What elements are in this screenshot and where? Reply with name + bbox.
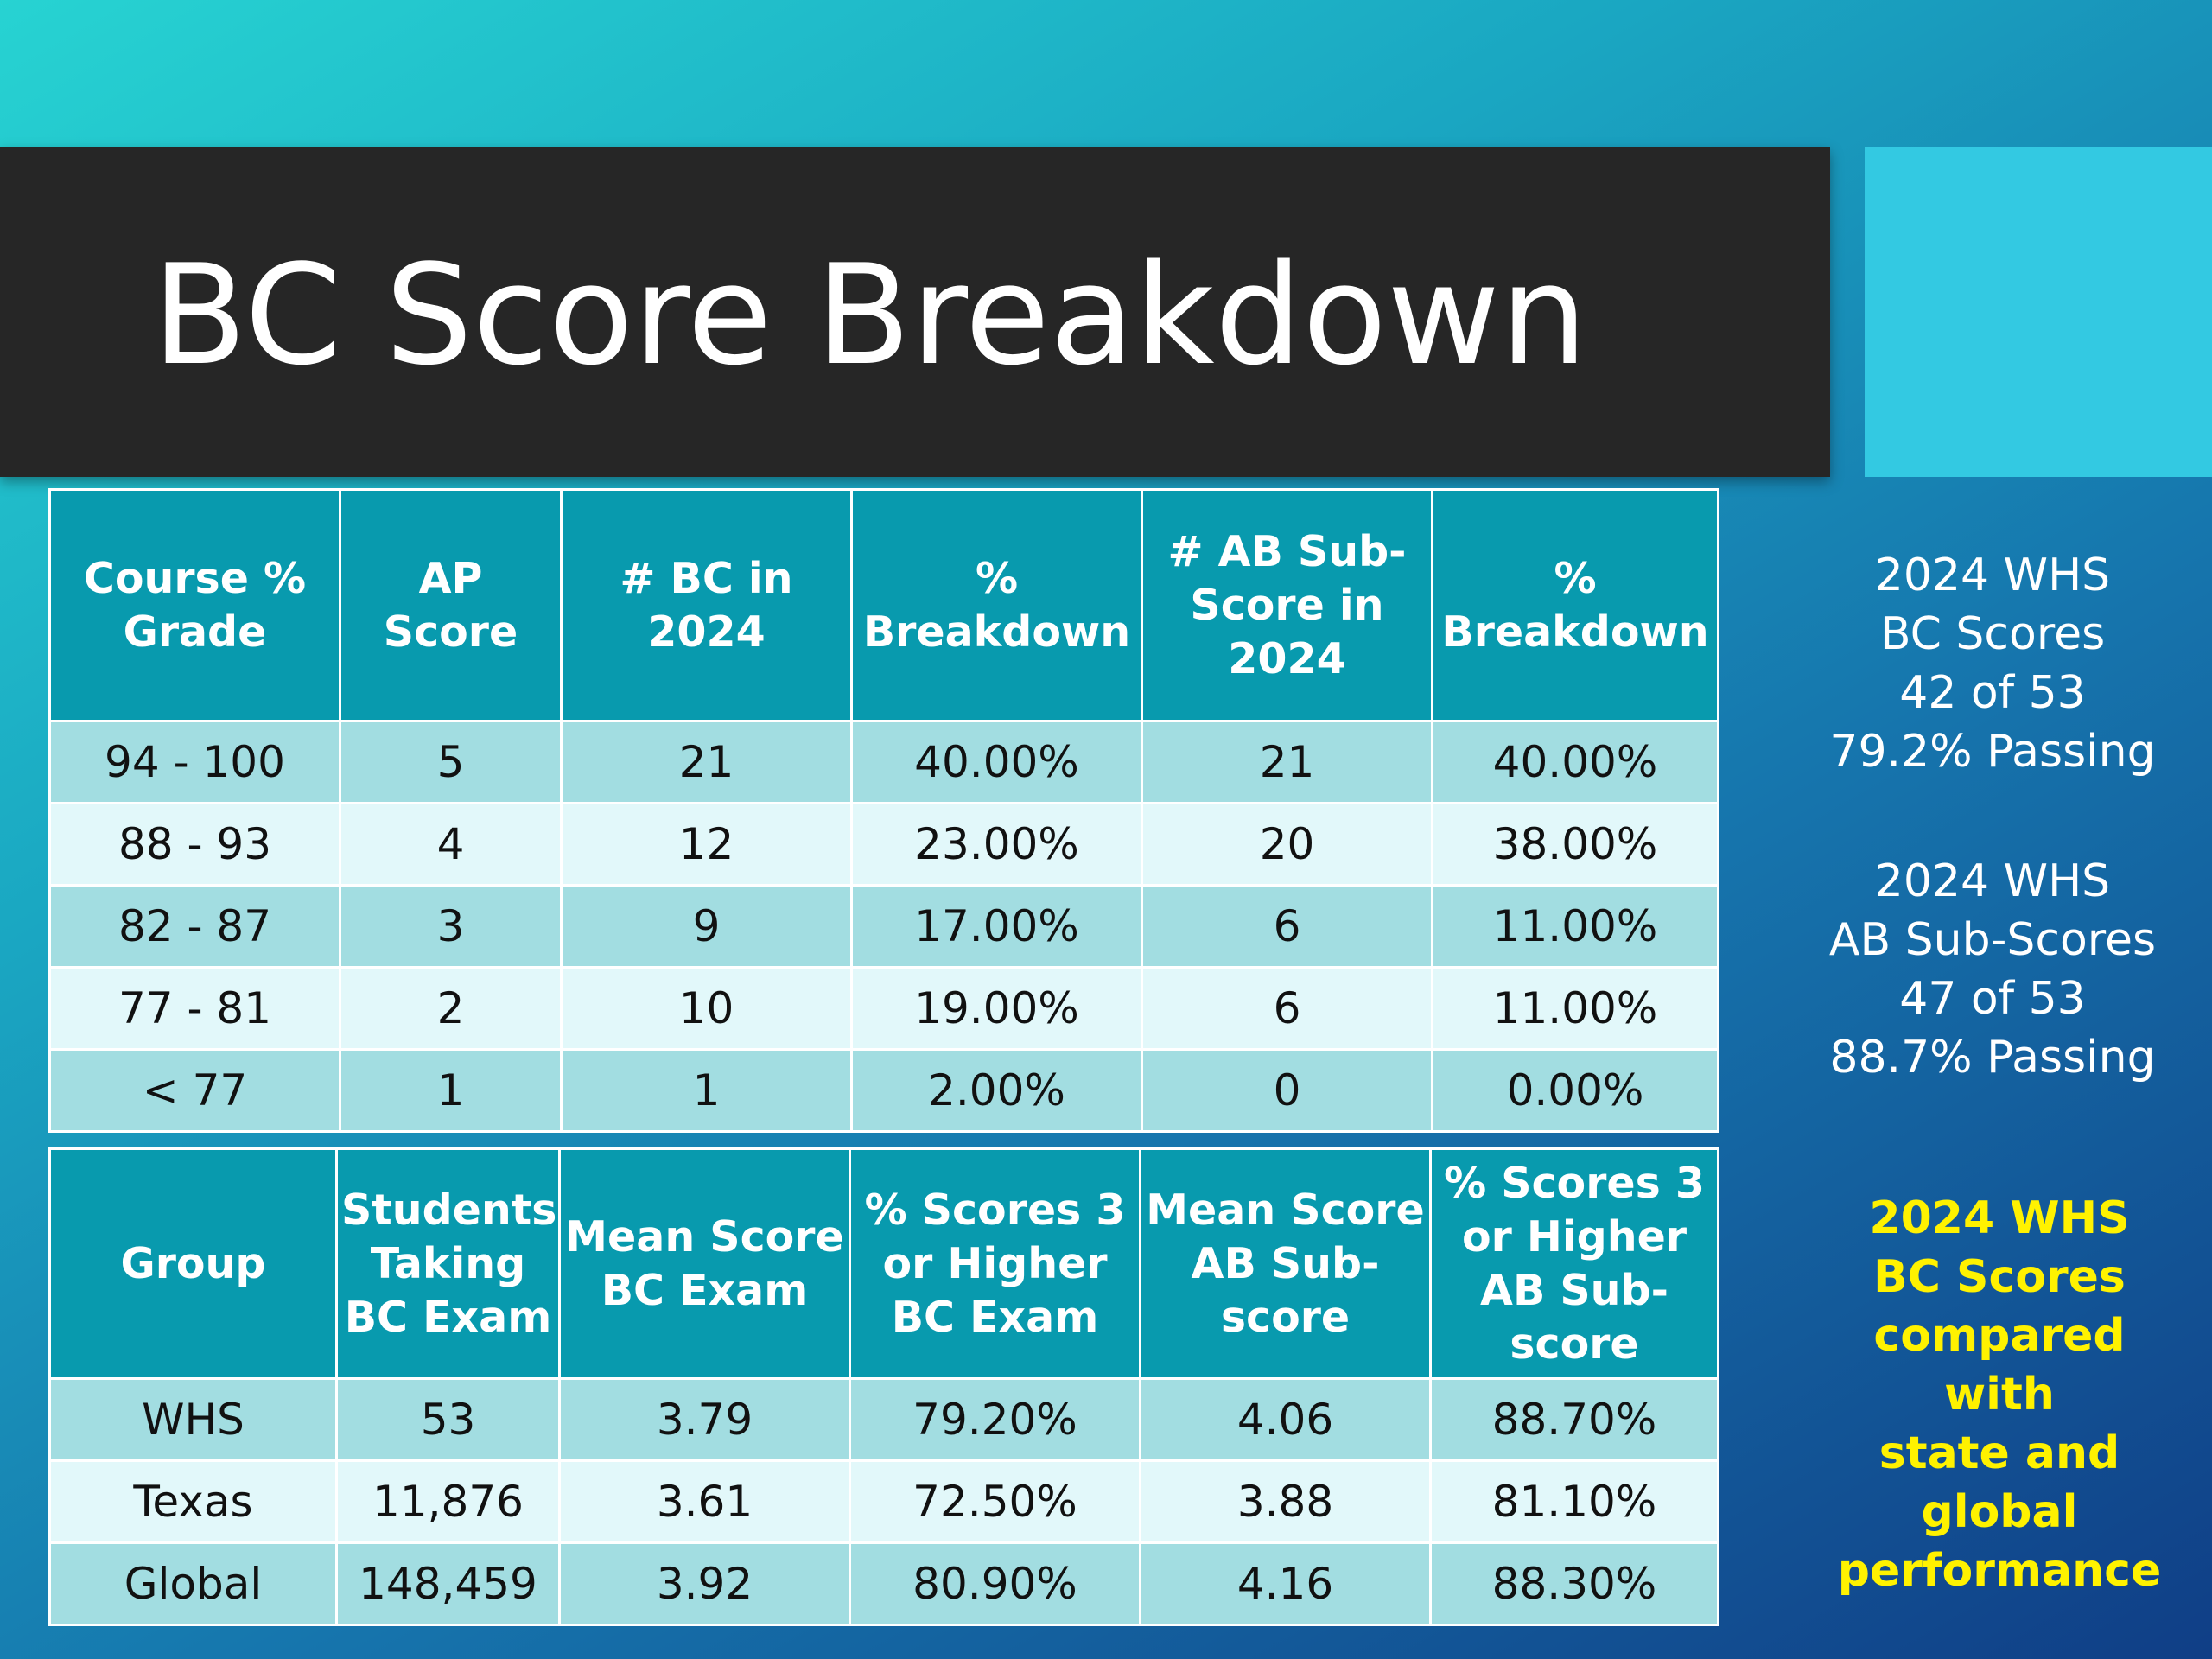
table-cell: 2 — [339, 966, 563, 1051]
summary-line: BC Scores — [1879, 608, 2106, 660]
summary-line: 2024 WHS — [1874, 550, 2111, 601]
table-row: 82 - 87 3 9 17.00% 6 11.00% — [48, 884, 1719, 969]
note-line: with — [1944, 1369, 2055, 1421]
header-mean-ab: Mean Score AB Sub-score — [1139, 1147, 1432, 1380]
ab-summary: 2024 WHS AB Sub-Scores 47 of 53 88.7% Pa… — [1811, 852, 2174, 1087]
table-cell: 3.79 — [558, 1377, 851, 1462]
table-cell: 6 — [1141, 966, 1433, 1051]
table-cell: 88 - 93 — [48, 802, 341, 887]
header-bc-breakdown: % Breakdown — [850, 488, 1143, 722]
table-cell: 80.90% — [849, 1541, 1141, 1626]
table-cell: 79.20% — [849, 1377, 1141, 1462]
header-course-grade: Course % Grade — [48, 488, 341, 722]
table-cell: 23.00% — [850, 802, 1143, 887]
table-row: Texas 11,876 3.61 72.50% 3.88 81.10% — [48, 1459, 1719, 1544]
table-cell: 4.06 — [1139, 1377, 1432, 1462]
table-cell: 19.00% — [850, 966, 1143, 1051]
table-row: 88 - 93 4 12 23.00% 20 38.00% — [48, 802, 1719, 887]
table-cell: 1 — [339, 1048, 563, 1133]
table-cell: 11.00% — [1431, 884, 1719, 969]
table-cell: 11.00% — [1431, 966, 1719, 1051]
table-cell: 3.88 — [1139, 1459, 1432, 1544]
summary-line: 42 of 53 — [1899, 667, 2086, 719]
page-title: BC Score Breakdown — [152, 234, 1588, 396]
note-line: 2024 WHS — [1869, 1192, 2130, 1244]
table-cell: 4.16 — [1139, 1541, 1432, 1626]
table-cell: 4 — [339, 802, 563, 887]
table-cell: 21 — [560, 720, 853, 804]
table-cell: 6 — [1141, 884, 1433, 969]
table-header-row: Course % Grade AP Score # BC in 2024 % B… — [48, 488, 1719, 722]
table-cell: 2.00% — [850, 1048, 1143, 1133]
table-cell: 21 — [1141, 720, 1433, 804]
header-pct-ab: % Scores 3 or Higher AB Sub-score — [1429, 1147, 1719, 1380]
header-group: Group — [48, 1147, 338, 1380]
table-cell: 11,876 — [335, 1459, 561, 1544]
table-header-row: Group Students Taking BC Exam Mean Score… — [48, 1147, 1719, 1380]
summary-line: 79.2% Passing — [1829, 726, 2156, 778]
table-cell: 82 - 87 — [48, 884, 341, 969]
table-cell: Global — [48, 1541, 338, 1626]
table-cell: Texas — [48, 1459, 338, 1544]
table-cell: 3 — [339, 884, 563, 969]
header-pct-bc: % Scores 3 or Higher BC Exam — [849, 1147, 1141, 1380]
table-cell: 94 - 100 — [48, 720, 341, 804]
comparison-note: 2024 WHS BC Scores compared with state a… — [1818, 1189, 2181, 1600]
summary-line: AB Sub-Scores — [1828, 914, 2157, 966]
table-cell: 12 — [560, 802, 853, 887]
header-ap-score: AP Score — [339, 488, 563, 722]
table-cell: 40.00% — [1431, 720, 1719, 804]
table-cell: 72.50% — [849, 1459, 1141, 1544]
header-ab-count: # AB Sub-Score in 2024 — [1141, 488, 1433, 722]
table-cell: 81.10% — [1429, 1459, 1719, 1544]
header-ab-breakdown: % Breakdown — [1431, 488, 1719, 722]
table-cell: < 77 — [48, 1048, 341, 1133]
summary-line: 88.7% Passing — [1829, 1032, 2156, 1084]
table-cell: 38.00% — [1431, 802, 1719, 887]
table-cell: 148,459 — [335, 1541, 561, 1626]
note-line: BC Scores — [1873, 1251, 2126, 1303]
table-row: < 77 1 1 2.00% 0 0.00% — [48, 1048, 1719, 1133]
header-students-taking: Students Taking BC Exam — [335, 1147, 561, 1380]
table-cell: 0 — [1141, 1048, 1433, 1133]
table-cell: 3.61 — [558, 1459, 851, 1544]
table-cell: WHS — [48, 1377, 338, 1462]
table-cell: 5 — [339, 720, 563, 804]
note-line: global — [1921, 1486, 2078, 1538]
table-cell: 77 - 81 — [48, 966, 341, 1051]
table-cell: 88.70% — [1429, 1377, 1719, 1462]
note-line: performance — [1837, 1545, 2162, 1597]
bc-summary: 2024 WHS BC Scores 42 of 53 79.2% Passin… — [1811, 546, 2174, 781]
title-bar: BC Score Breakdown — [0, 147, 1830, 477]
table-cell: 9 — [560, 884, 853, 969]
table-cell: 40.00% — [850, 720, 1143, 804]
header-bc-count: # BC in 2024 — [560, 488, 853, 722]
table-row: WHS 53 3.79 79.20% 4.06 88.70% — [48, 1377, 1719, 1462]
header-mean-bc: Mean Score BC Exam — [558, 1147, 851, 1380]
accent-box — [1865, 147, 2212, 477]
table-row: Global 148,459 3.92 80.90% 4.16 88.30% — [48, 1541, 1719, 1626]
table-cell: 10 — [560, 966, 853, 1051]
note-line: state and — [1878, 1427, 2120, 1479]
summary-line: 47 of 53 — [1899, 973, 2086, 1025]
group-comparison-table: Group Students Taking BC Exam Mean Score… — [48, 1147, 1719, 1626]
table-cell: 20 — [1141, 802, 1433, 887]
bc-score-breakdown-table: Course % Grade AP Score # BC in 2024 % B… — [48, 488, 1719, 1133]
summary-line: 2024 WHS — [1874, 855, 2111, 907]
table-cell: 53 — [335, 1377, 561, 1462]
table-cell: 88.30% — [1429, 1541, 1719, 1626]
table-row: 94 - 100 5 21 40.00% 21 40.00% — [48, 720, 1719, 804]
table-cell: 3.92 — [558, 1541, 851, 1626]
note-line: compared — [1873, 1310, 2126, 1362]
table-cell: 0.00% — [1431, 1048, 1719, 1133]
table-cell: 1 — [560, 1048, 853, 1133]
table-row: 77 - 81 2 10 19.00% 6 11.00% — [48, 966, 1719, 1051]
table-cell: 17.00% — [850, 884, 1143, 969]
